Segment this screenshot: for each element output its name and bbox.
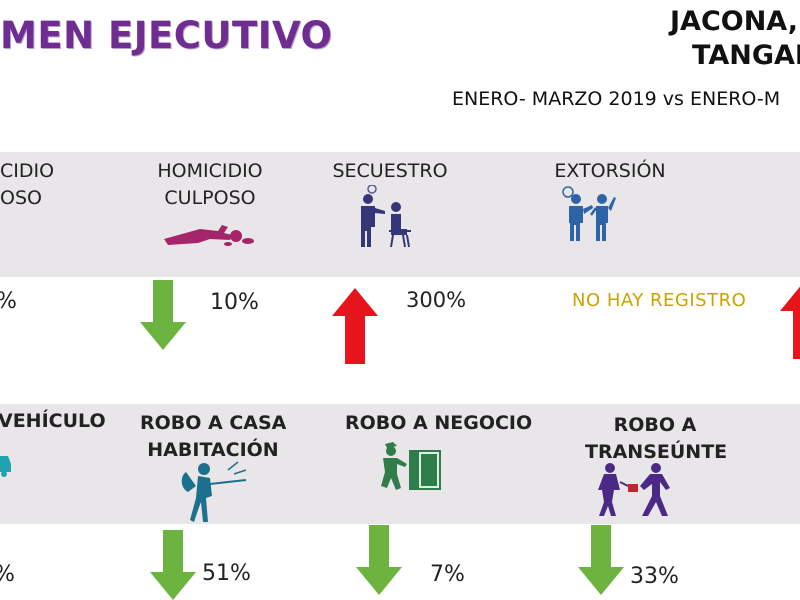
label-homicidio-culposo: HOMICIDIO CULPOSO: [150, 158, 270, 212]
label-line-2: TRANSEÚNTE: [585, 441, 728, 463]
region-line-2: TANGANCÍCUARO: [692, 40, 800, 71]
label-line-1: VEHÍCULO: [0, 410, 106, 432]
label-line-1: SECUESTRO: [332, 160, 448, 182]
label-line-1: EXTORSIÓN: [554, 160, 666, 182]
label-line-1: ROBO A CASA: [140, 412, 287, 434]
label-line-1: ROBO A NEGOCIO: [345, 412, 533, 434]
label-line-2: OSO: [0, 187, 42, 209]
crime-scene-body-icon: [164, 225, 254, 246]
pedestrian-robbery-icon: [598, 463, 670, 516]
value-robo-transeunte: 33%: [630, 564, 679, 589]
value-robo-casa: 51%: [202, 561, 251, 586]
burglar-icon: [181, 461, 247, 522]
shop-robbery-icon: [381, 442, 441, 490]
value-extorsion: NO HAY REGISTRO: [572, 290, 747, 311]
value-secuestro: 300%: [406, 288, 467, 312]
region-title: JACONA, ZAMORA TANGANCÍCUARO: [480, 6, 800, 86]
value-robo-negocio: 7%: [430, 562, 465, 587]
label-homicidio-doloso: CIDIO OSO: [0, 158, 55, 212]
region-line-1: JACONA, ZAMORA: [670, 6, 800, 37]
trend-down-arrow: [140, 280, 186, 350]
trend-down-arrow: [578, 525, 624, 595]
car-icon: [0, 456, 11, 477]
page-title: MEN EJECUTIVO: [0, 14, 333, 57]
trend-up-arrow: [332, 288, 378, 364]
value-homicidio-culposo: 10%: [210, 290, 259, 315]
period-subtitle: ENERO- MARZO 2019 vs ENERO-M: [452, 88, 781, 110]
label-robo-casa: ROBO A CASA HABITACIÓN: [140, 410, 286, 464]
kidnapping-icon: [361, 185, 411, 248]
label-robo-transeunte: ROBO A TRANSEÚNTE: [585, 412, 728, 466]
trend-down-arrow: [356, 525, 402, 595]
label-line-1: ROBO A: [613, 414, 697, 436]
label-line-1: CIDIO: [0, 160, 55, 182]
value-homicidio-doloso: %: [0, 289, 17, 314]
label-robo-vehiculo: VEHÍCULO: [0, 408, 106, 435]
extortion-icon: [562, 186, 616, 241]
label-line-2: CULPOSO: [164, 187, 256, 209]
label-line-1: HOMICIDIO: [157, 160, 263, 182]
label-secuestro: SECUESTRO: [330, 158, 450, 185]
label-line-2: HABITACIÓN: [147, 439, 279, 461]
label-robo-negocio: ROBO A NEGOCIO: [345, 410, 533, 437]
trend-down-arrow: [150, 530, 196, 600]
value-robo-vehiculo: %: [0, 562, 15, 587]
label-extorsion: EXTORSIÓN: [550, 158, 670, 185]
trend-up-arrow: [780, 286, 800, 359]
